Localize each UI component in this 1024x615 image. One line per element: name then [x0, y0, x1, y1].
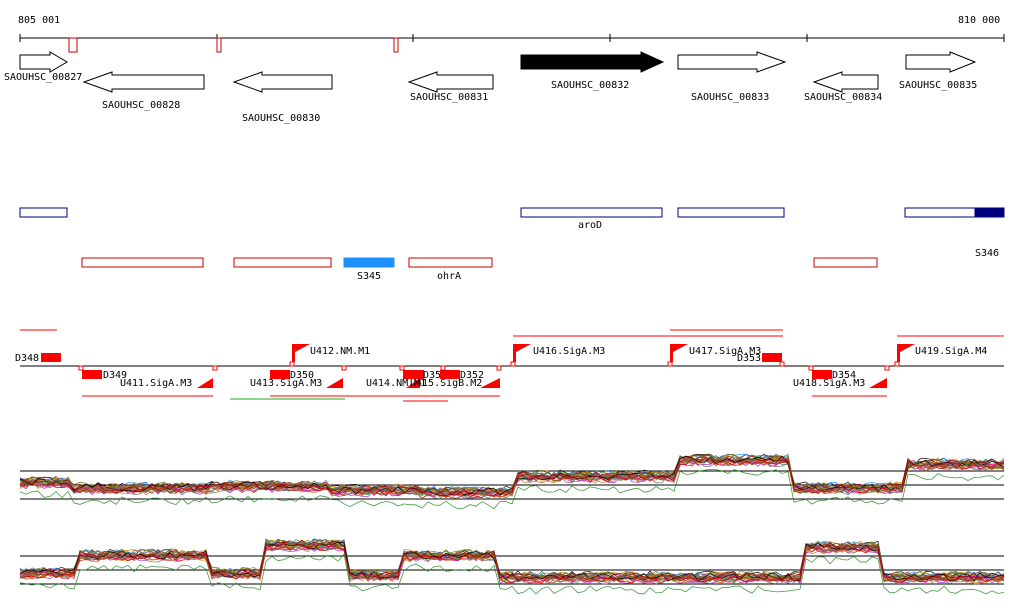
annotation-box-filled[interactable] — [974, 207, 1005, 218]
gene-saouhsc-00834[interactable]: SAOUHSC_00834 — [804, 71, 882, 103]
svg-text:D348: D348 — [15, 353, 39, 364]
annotation-label-ohra: ohrA — [437, 271, 461, 282]
svg-text:U419.SigA.M4: U419.SigA.M4 — [915, 346, 987, 357]
segment-d354[interactable]: D354 — [812, 370, 856, 381]
annotation-box-filled[interactable] — [343, 257, 395, 268]
gene-label: SAOUHSC_00834 — [804, 92, 882, 103]
gene-saouhsc-00832[interactable]: SAOUHSC_00832 — [520, 51, 665, 91]
svg-text:U414.NM.M1: U414.NM.M1 — [366, 378, 426, 389]
gene-saouhsc-00831[interactable]: SAOUHSC_00831 — [407, 71, 494, 103]
gene-saouhsc-00833[interactable]: SAOUHSC_00833 — [677, 51, 787, 103]
segment-u418[interactable]: U418.SigA.M3 — [793, 378, 887, 389]
segment-d349[interactable]: D349 — [82, 370, 127, 381]
svg-text:U418.SigA.M3: U418.SigA.M3 — [793, 378, 865, 389]
annotation-box[interactable] — [19, 207, 68, 218]
repeat-markers — [68, 37, 399, 53]
gene-label: SAOUHSC_00831 — [410, 92, 488, 103]
gene-track: SAOUHSC_00827 SAOUHSC_00828 SAOUHSC_0083… — [4, 51, 977, 124]
segment-u419[interactable]: U419.SigA.M4 — [897, 344, 987, 362]
gene-saouhsc-00828[interactable]: SAOUHSC_00828 — [82, 71, 205, 111]
annotation-box[interactable] — [677, 207, 785, 218]
gene-label: SAOUHSC_00833 — [691, 92, 769, 103]
gene-saouhsc-00830[interactable]: SAOUHSC_00830 — [232, 71, 333, 124]
segment-d351[interactable]: D351 — [403, 370, 447, 381]
segment-d353[interactable]: D353 — [737, 353, 782, 364]
svg-text:D353: D353 — [737, 353, 761, 364]
gene-label: SAOUHSC_00832 — [551, 80, 629, 91]
svg-text:D352: D352 — [460, 370, 484, 381]
svg-text:D351: D351 — [423, 370, 447, 381]
gene-label: SAOUHSC_00827 — [4, 72, 82, 83]
gene-saouhsc-00835[interactable]: SAOUHSC_00835 — [899, 51, 977, 91]
coord-start: 805 001 — [18, 15, 60, 26]
svg-text:U416.SigA.M3: U416.SigA.M3 — [533, 346, 605, 357]
annotation-box[interactable] — [233, 257, 332, 268]
segment-u414[interactable]: U414.NM.M1 — [366, 378, 426, 389]
gene-label: SAOUHSC_00830 — [242, 113, 320, 124]
annotation-label-arod: aroD — [578, 220, 602, 231]
segment-u417[interactable]: U417.SigA.M3 — [670, 344, 761, 362]
gene-label: SAOUHSC_00835 — [899, 80, 977, 91]
segment-u413[interactable]: U413.SigA.M3 — [250, 378, 343, 389]
segment-d350[interactable]: D350 — [270, 370, 314, 381]
svg-text:U415.SigB.M2: U415.SigB.M2 — [410, 378, 482, 389]
annotation-box[interactable] — [81, 257, 204, 268]
annotation-box[interactable] — [520, 207, 663, 218]
svg-text:D354: D354 — [832, 370, 856, 381]
expression-profile-minus — [19, 538, 1005, 595]
segment-u415[interactable]: U415.SigB.M2 — [410, 378, 500, 389]
expression-profile-plus — [19, 453, 1005, 510]
gene-label: SAOUHSC_00828 — [102, 100, 180, 111]
segment-u411[interactable]: U411.SigA.M3 — [120, 378, 213, 389]
svg-text:U413.SigA.M3: U413.SigA.M3 — [250, 378, 322, 389]
segment-junctions — [78, 361, 900, 371]
coord-end: 810 000 — [958, 15, 1000, 26]
segment-u416[interactable]: U416.SigA.M3 — [513, 344, 605, 362]
annotation-label-s346: S346 — [975, 248, 999, 259]
annotation-box[interactable] — [408, 257, 493, 268]
annotation-box[interactable] — [813, 257, 878, 268]
gene-saouhsc-00827[interactable]: SAOUHSC_00827 — [4, 51, 82, 83]
svg-text:U411.SigA.M3: U411.SigA.M3 — [120, 378, 192, 389]
svg-text:D350: D350 — [290, 370, 314, 381]
segment-spans — [20, 329, 1004, 402]
annotation-label-s345: S345 — [357, 271, 381, 282]
svg-text:D349: D349 — [103, 370, 127, 381]
segment-d348[interactable]: D348 — [15, 353, 61, 364]
svg-text:U417.SigA.M3: U417.SigA.M3 — [689, 346, 761, 357]
annotation-track-minus: S345 ohrA — [81, 257, 878, 282]
svg-text:U412.NM.M1: U412.NM.M1 — [310, 346, 370, 357]
segment-track: D348 D349 U411.SigA.M3 U412.NM.M1 D350 U… — [15, 329, 1004, 402]
segment-u412[interactable]: U412.NM.M1 — [292, 344, 370, 362]
segment-d352[interactable]: D352 — [440, 370, 484, 381]
annotation-track-plus: aroD S346 — [19, 207, 1005, 259]
